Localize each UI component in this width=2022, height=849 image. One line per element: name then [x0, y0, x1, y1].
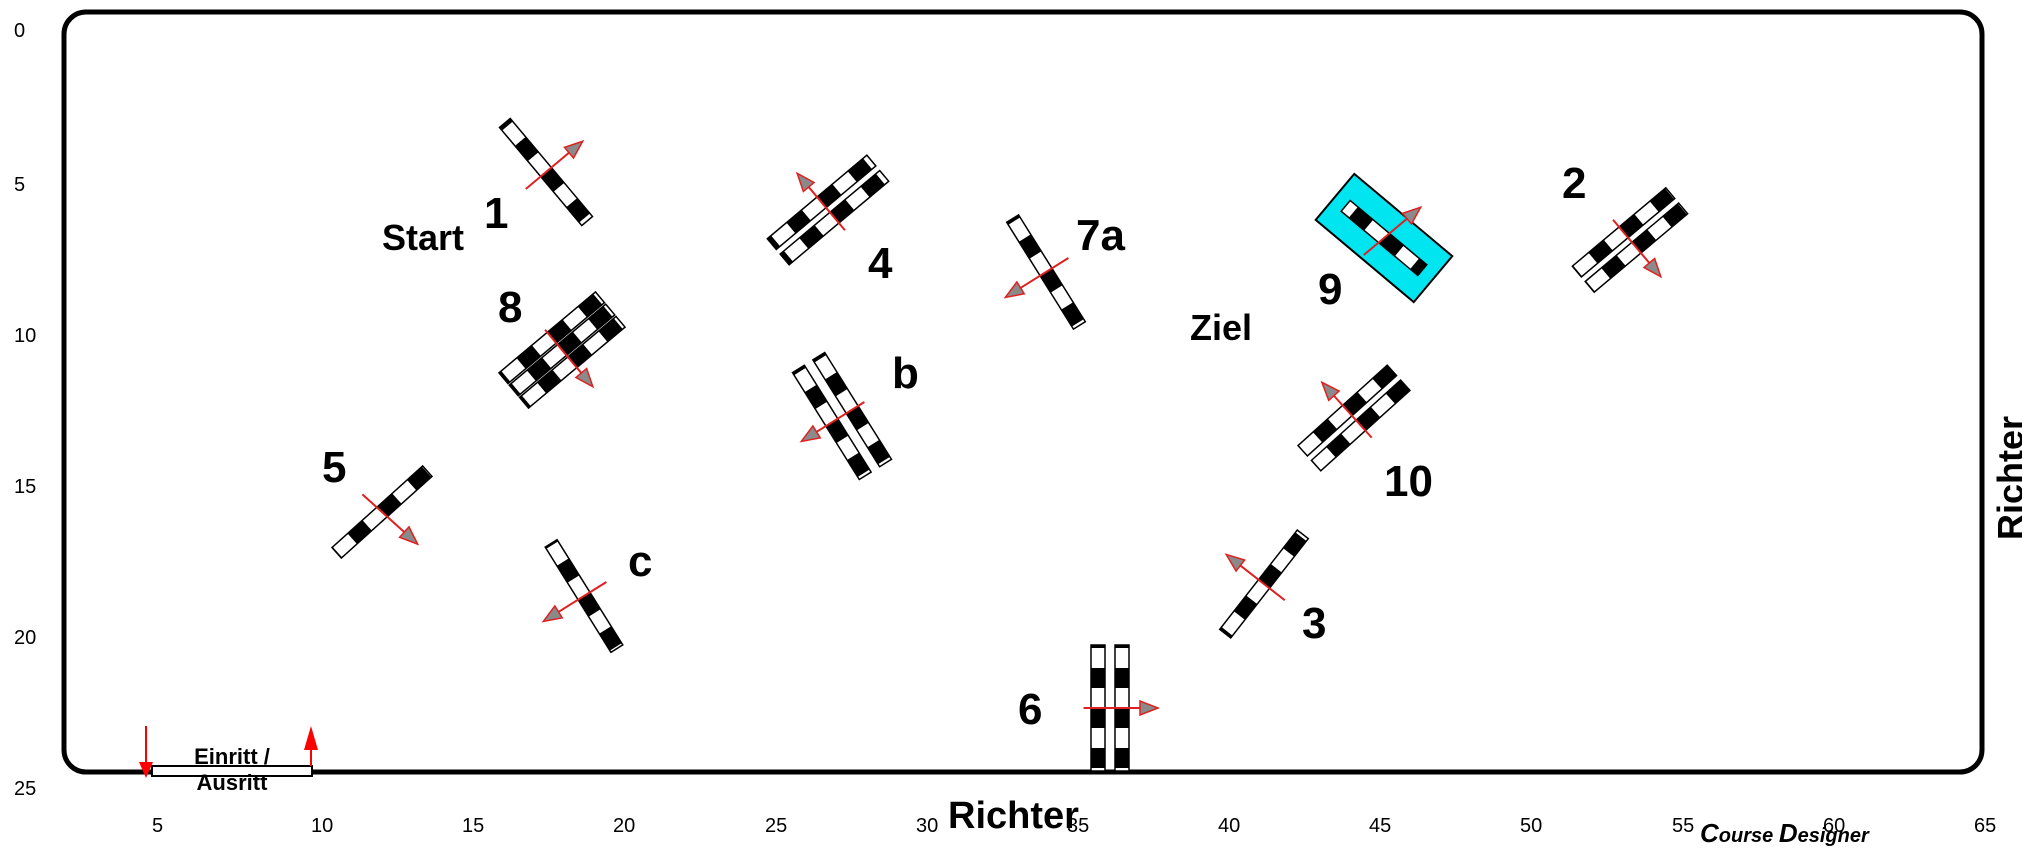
judge-label-right: Richter — [1990, 415, 2022, 540]
obstacle-10 — [1296, 364, 1412, 472]
obstacle-2-direction-arrow — [1612, 219, 1654, 269]
obstacle-number-4: 4 — [868, 239, 893, 288]
obstacle-4-arrowhead — [795, 171, 816, 193]
obstacle-1-direction-arrow — [525, 148, 575, 190]
designer-initial-d: D — [1778, 818, 1798, 848]
obstacle-number-8: 8 — [498, 283, 523, 332]
y-tick-25: 25 — [14, 778, 37, 800]
y-tick-10: 10 — [14, 325, 37, 347]
obstacle-1-arrowhead — [563, 139, 585, 160]
x-tick-20: 20 — [613, 815, 636, 837]
x-tick-5: 5 — [152, 815, 164, 837]
obstacle-3 — [1218, 528, 1310, 640]
obstacle-10-direction-arrow — [1329, 390, 1373, 439]
obstacle-9-arrowhead — [1401, 205, 1423, 226]
obstacle-b — [791, 351, 893, 481]
obstacle-6 — [1083, 644, 1161, 772]
obstacle-8-arrowhead — [574, 367, 595, 389]
obstacle-c — [541, 538, 624, 654]
obstacle-3-arrowhead — [1224, 553, 1246, 573]
obstacle-7a — [1003, 213, 1087, 331]
entry-arrow-out-head — [304, 726, 318, 750]
obstacle-6-arrowhead — [1139, 699, 1161, 717]
obstacle-2 — [1571, 186, 1689, 294]
entry-label-line2: Ausritt — [196, 770, 268, 796]
obstacle-number-c: c — [628, 537, 653, 586]
entry-arrow-in-head — [139, 762, 153, 778]
arena-border — [61, 9, 1985, 775]
obstacle-2-arrowhead — [1642, 257, 1663, 279]
obstacle-number-b: b — [892, 349, 919, 398]
entry-exit-label: Einritt / Ausritt — [142, 744, 322, 797]
x-tick-60: 60 — [1823, 815, 1846, 837]
obstacle-4-direction-arrow — [804, 181, 846, 231]
obstacle-number-5: 5 — [322, 443, 347, 492]
start-label: Start — [382, 217, 465, 258]
obstacle-8-direction-arrow — [544, 329, 586, 379]
designer-text-2: esigner — [1797, 825, 1869, 847]
x-tick-65: 65 — [1974, 815, 1997, 837]
obstacle-number-6: 6 — [1018, 685, 1043, 734]
entry-label-line1: Einritt / — [194, 744, 270, 769]
designer-text-1: ourse — [1718, 825, 1779, 847]
obstacle-number-7a: 7a — [1076, 211, 1125, 260]
entry-gate — [139, 726, 318, 778]
x-tick-15: 15 — [462, 815, 485, 837]
obstacle-number-9: 9 — [1318, 265, 1343, 314]
x-tick-50: 50 — [1520, 815, 1543, 837]
obstacle-7a-direction-arrow — [1014, 257, 1069, 292]
obstacle-5-direction-arrow — [361, 493, 410, 537]
obstacle-b-direction-arrow — [810, 401, 865, 436]
obstacle-b-arrowhead — [799, 424, 822, 443]
obstacle-4 — [766, 154, 890, 266]
x-tick-55: 55 — [1672, 815, 1695, 837]
obstacle-number-2: 2 — [1562, 159, 1587, 208]
x-tick-40: 40 — [1218, 815, 1241, 837]
x-tick-45: 45 — [1369, 815, 1392, 837]
x-tick-30: 30 — [916, 815, 939, 837]
course-designer-credit: Course Designer — [1700, 818, 1869, 849]
y-tick-5: 5 — [14, 174, 26, 196]
designer-initial-c: C — [1700, 818, 1719, 848]
judge-label-bottom: Richter — [948, 795, 1079, 837]
obstacle-7a-arrowhead — [1003, 280, 1026, 299]
obstacle-number-10: 10 — [1384, 457, 1433, 506]
y-tick-15: 15 — [14, 476, 37, 498]
obstacle-9-direction-arrow — [1363, 214, 1413, 256]
finish-label: Ziel — [1190, 307, 1253, 348]
obstacle-c-arrowhead — [541, 604, 564, 623]
obstacles-layer — [330, 117, 1689, 772]
entry-gate-bar — [151, 765, 313, 777]
obstacle-9 — [1314, 172, 1454, 304]
y-tick-0: 0 — [14, 20, 26, 42]
y-tick-20: 20 — [14, 627, 37, 649]
obstacle-number-3: 3 — [1302, 599, 1327, 648]
obstacle-5 — [330, 464, 434, 560]
obstacle-number-1: 1 — [484, 189, 509, 238]
obstacle-8 — [497, 290, 627, 410]
obstacle-c-direction-arrow — [552, 581, 607, 616]
x-tick-10: 10 — [311, 815, 334, 837]
obstacle-10-arrowhead — [1320, 380, 1341, 402]
x-tick-25: 25 — [765, 815, 788, 837]
x-tick-35: 35 — [1067, 815, 1090, 837]
obstacle-3-direction-arrow — [1235, 561, 1286, 602]
obstacle-1 — [498, 117, 594, 227]
obstacle-5-arrowhead — [398, 525, 420, 546]
